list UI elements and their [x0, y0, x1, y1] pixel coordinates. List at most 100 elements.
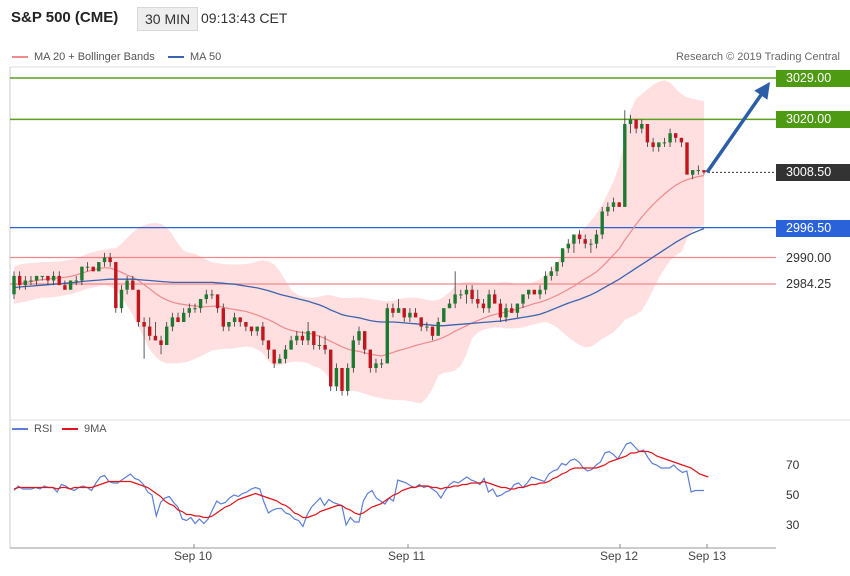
candle-body	[600, 211, 604, 235]
candle-body	[148, 326, 152, 336]
candle-body	[453, 294, 457, 304]
pivot-label: 2996.50	[776, 220, 850, 237]
candle-body	[266, 340, 271, 350]
candle-body	[691, 170, 695, 175]
candle-body	[57, 275, 61, 286]
instrument-title: S&P 500 (CME)	[11, 9, 119, 26]
candle-body	[170, 317, 175, 327]
candle-body	[295, 335, 299, 341]
legend-rsi: RSI	[12, 423, 52, 435]
candle-body	[227, 322, 231, 327]
candle-body	[346, 368, 350, 391]
candle-body	[464, 289, 469, 295]
support-1-label: 2990.00	[786, 251, 832, 265]
candle-body	[662, 142, 667, 144]
candle-body	[334, 368, 339, 387]
candle-body	[470, 289, 474, 299]
candle-body	[215, 294, 220, 309]
candle-body	[187, 308, 191, 313]
x-tick-marks	[193, 544, 708, 548]
candle-body	[379, 363, 384, 365]
candle-body	[306, 331, 310, 341]
candle-body	[85, 266, 90, 268]
candle-body	[402, 308, 406, 318]
legend-ma50: MA 50	[168, 51, 221, 63]
candle-body	[572, 234, 576, 244]
candle-body	[611, 202, 616, 207]
candle-body	[527, 289, 531, 295]
candle-body	[408, 312, 412, 318]
candle-body	[623, 124, 627, 207]
candle-body	[29, 280, 33, 282]
ma50-legend-label: MA 50	[190, 51, 222, 63]
ma50-line	[13, 227, 705, 327]
candle-body	[18, 275, 22, 286]
candle-body	[396, 308, 401, 313]
candle-body	[119, 289, 124, 309]
candle-body	[640, 124, 644, 129]
rsi-tick-30: 30	[786, 518, 800, 532]
candle-body	[51, 275, 56, 281]
x-tick-sep-11: Sep 11	[388, 549, 426, 563]
bollinger-band	[14, 80, 704, 404]
candle-body	[108, 257, 112, 263]
resistance-2-label: 3029.00	[776, 70, 850, 87]
candle-body	[476, 299, 480, 304]
candle-body	[566, 243, 570, 249]
candle-body	[289, 340, 293, 350]
candle-body	[193, 308, 197, 310]
candle-body	[300, 335, 305, 341]
candle-body	[696, 170, 700, 172]
support-2-label: 2984.25	[786, 277, 832, 291]
candle-body	[606, 206, 610, 212]
candle-body	[549, 271, 553, 276]
candle-body	[538, 289, 542, 295]
candle-body	[577, 234, 582, 240]
candle-body	[702, 170, 706, 173]
rsi-ma-swatch	[62, 428, 78, 431]
candles	[12, 110, 706, 396]
candle-body	[165, 326, 169, 345]
candle-body	[430, 326, 435, 336]
resistance-1-label: 3020.00	[776, 111, 850, 128]
candle-body	[357, 331, 361, 341]
rsi-line	[13, 441, 704, 528]
candle-body	[628, 119, 633, 124]
candle-body	[481, 303, 486, 309]
candle-body	[204, 294, 208, 299]
candle-body	[317, 345, 322, 346]
candle-body	[153, 335, 158, 341]
candle-body	[125, 280, 129, 290]
x-tick-sep-13: Sep 13	[688, 549, 727, 563]
rsi-ma-legend-label: 9MA	[84, 423, 107, 435]
candle-body	[419, 317, 423, 327]
candle-body	[657, 142, 661, 147]
forecast-arrow	[705, 82, 770, 174]
ma20-legend-label: MA 20 + Bollinger Bands	[34, 51, 155, 63]
x-tick-sep-12: Sep 12	[600, 549, 639, 563]
candle-body	[142, 322, 146, 327]
last-price-label: 3008.50	[776, 164, 850, 181]
rsi-legend-label: RSI	[34, 423, 53, 435]
candle-body	[34, 275, 39, 281]
candle-body	[543, 275, 548, 290]
candle-body	[221, 308, 225, 327]
candle-body	[272, 349, 276, 364]
candle-body	[668, 133, 672, 143]
candle-body	[674, 133, 678, 138]
candle-body	[685, 142, 689, 175]
timeframe-selector[interactable]: 30 MIN	[137, 7, 199, 31]
candle-body	[40, 275, 44, 277]
candle-body	[136, 289, 141, 322]
candle-body	[312, 331, 316, 345]
candle-body	[425, 326, 429, 328]
ma20-swatch	[12, 56, 28, 59]
candle-body	[385, 308, 389, 364]
candle-body	[46, 275, 50, 281]
candle-body	[589, 243, 593, 245]
candle-body	[679, 137, 684, 143]
candle-body	[329, 349, 333, 387]
candle-body	[283, 349, 288, 359]
candle-body	[363, 331, 367, 350]
